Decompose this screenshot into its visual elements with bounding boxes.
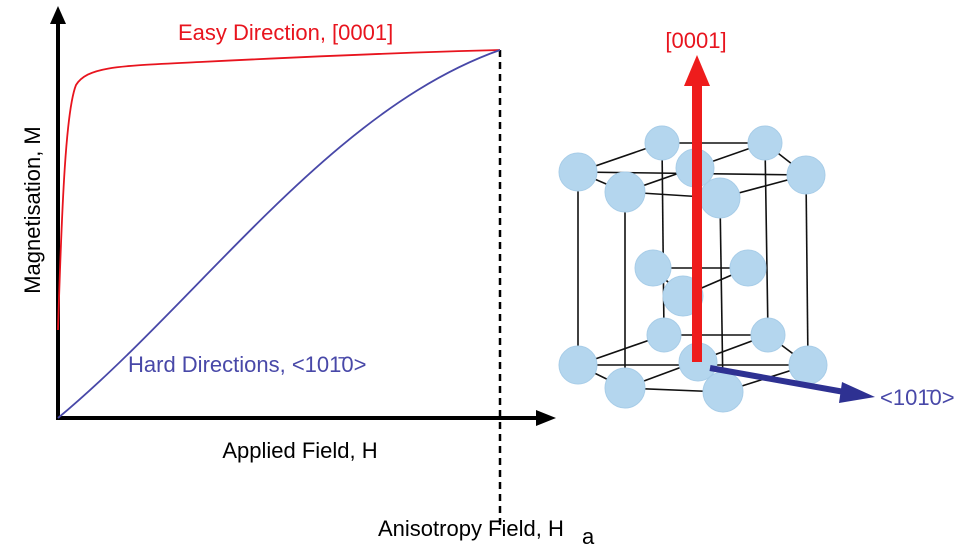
anisotropy-subscript: a	[582, 524, 595, 546]
axes	[50, 6, 556, 525]
c-axis-shaft	[692, 82, 702, 362]
a-axis-head	[839, 382, 875, 403]
atom	[558, 152, 598, 192]
atom	[747, 125, 783, 161]
y-axis-arrow	[50, 6, 66, 24]
edge	[805, 174, 809, 366]
easy-curve	[57, 49, 501, 331]
atom	[644, 125, 680, 161]
atom	[558, 345, 598, 385]
atom	[646, 317, 682, 353]
easy-label: Easy Direction, [0001]	[178, 20, 393, 45]
atom	[634, 249, 672, 287]
hard-curve	[57, 49, 501, 419]
hard-label: Hard Directions, <101̄0>	[128, 352, 366, 377]
edge	[764, 142, 769, 336]
x-axis-arrow	[536, 410, 556, 426]
c-axis-label: [0001]	[665, 28, 726, 53]
atom	[702, 371, 744, 413]
atom	[699, 177, 741, 219]
edge	[661, 142, 665, 336]
atom	[604, 171, 646, 213]
atom	[729, 249, 767, 287]
a-axis-label: <101̄0>	[880, 385, 955, 410]
atom	[788, 345, 828, 385]
y-axis-label: Magnetisation, M	[20, 126, 45, 294]
atom	[750, 317, 786, 353]
anisotropy-label: Anisotropy Field, H	[378, 516, 564, 541]
c-axis-arrow	[684, 55, 710, 362]
a-axis-shaft	[709, 365, 851, 396]
atom	[604, 367, 646, 409]
c-axis-head	[684, 55, 710, 86]
edge	[719, 197, 724, 393]
atom	[786, 155, 826, 195]
a-axis-arrow	[709, 365, 875, 403]
x-axis-label: Applied Field, H	[222, 438, 377, 463]
